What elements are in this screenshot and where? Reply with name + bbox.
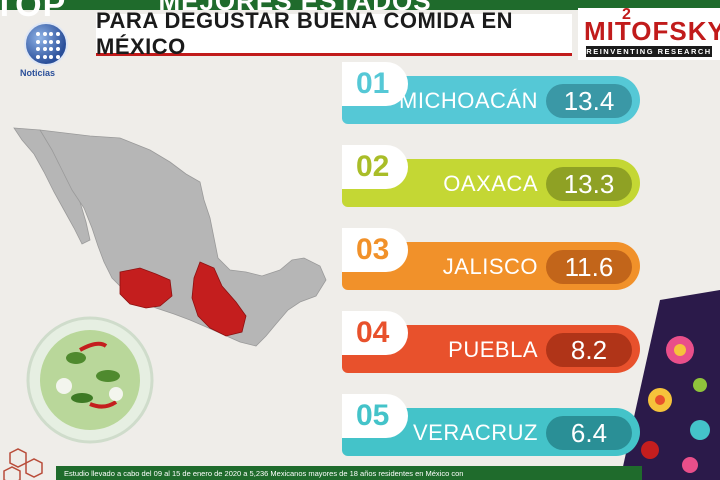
rank-number: 01 [342,62,408,106]
state-score: 6.4 [546,416,632,450]
rank-number: 03 [342,228,408,272]
page-title: PARA DEGUSTAR BUENA COMIDA EN MÉXICO [96,7,514,59]
footer-note: Estudio llevado a cabo del 09 al 15 de e… [56,466,642,480]
rank-row-4: 04 PUEBLA 8.2 [342,311,642,375]
state-name: OAXACA [443,171,538,196]
rank-row-3: 03 JALISCO 11.6 [342,228,642,292]
mexico-map [13,127,327,347]
globe-logo-icon [24,22,68,66]
map-base [13,127,327,347]
brand-logo: 2 MITOFSKY REINVENTING RESEARCH [578,6,720,60]
soup-bowl-image [26,316,154,444]
rank-row-5: 05 VERACRUZ 6.4 [342,394,642,458]
rank-number: 02 [342,145,408,189]
state-name: PUEBLA [448,337,538,362]
brand-tagline: REINVENTING RESEARCH [586,46,712,57]
state-score: 8.2 [546,333,632,367]
decorative-flowers [620,290,720,480]
state-score: 13.4 [546,84,632,118]
top-green-bar [0,0,720,10]
state-score: 11.6 [546,250,632,284]
rank-row-1: 01 MICHOACÁN 13.4 [342,62,642,126]
brand-name: MITOFSKY [584,16,720,46]
title-bar: PARA DEGUSTAR BUENA COMIDA EN MÉXICO [96,8,572,59]
map-highlight-west [119,267,173,309]
state-name: MICHOACÁN [399,88,538,113]
rank-number: 05 [342,394,408,438]
rank-row-2: 02 OAXACA 13.3 [342,145,642,209]
state-name: JALISCO [442,254,538,279]
top-tag: TOP [0,0,67,24]
brand-year: 2 [622,6,631,23]
state-score: 13.3 [546,167,632,201]
state-name: VERACRUZ [412,420,538,445]
rank-number: 04 [342,311,408,355]
hexagon-pattern [3,448,43,480]
logo-text: Noticias [20,68,56,78]
map-highlight-east [191,261,247,337]
